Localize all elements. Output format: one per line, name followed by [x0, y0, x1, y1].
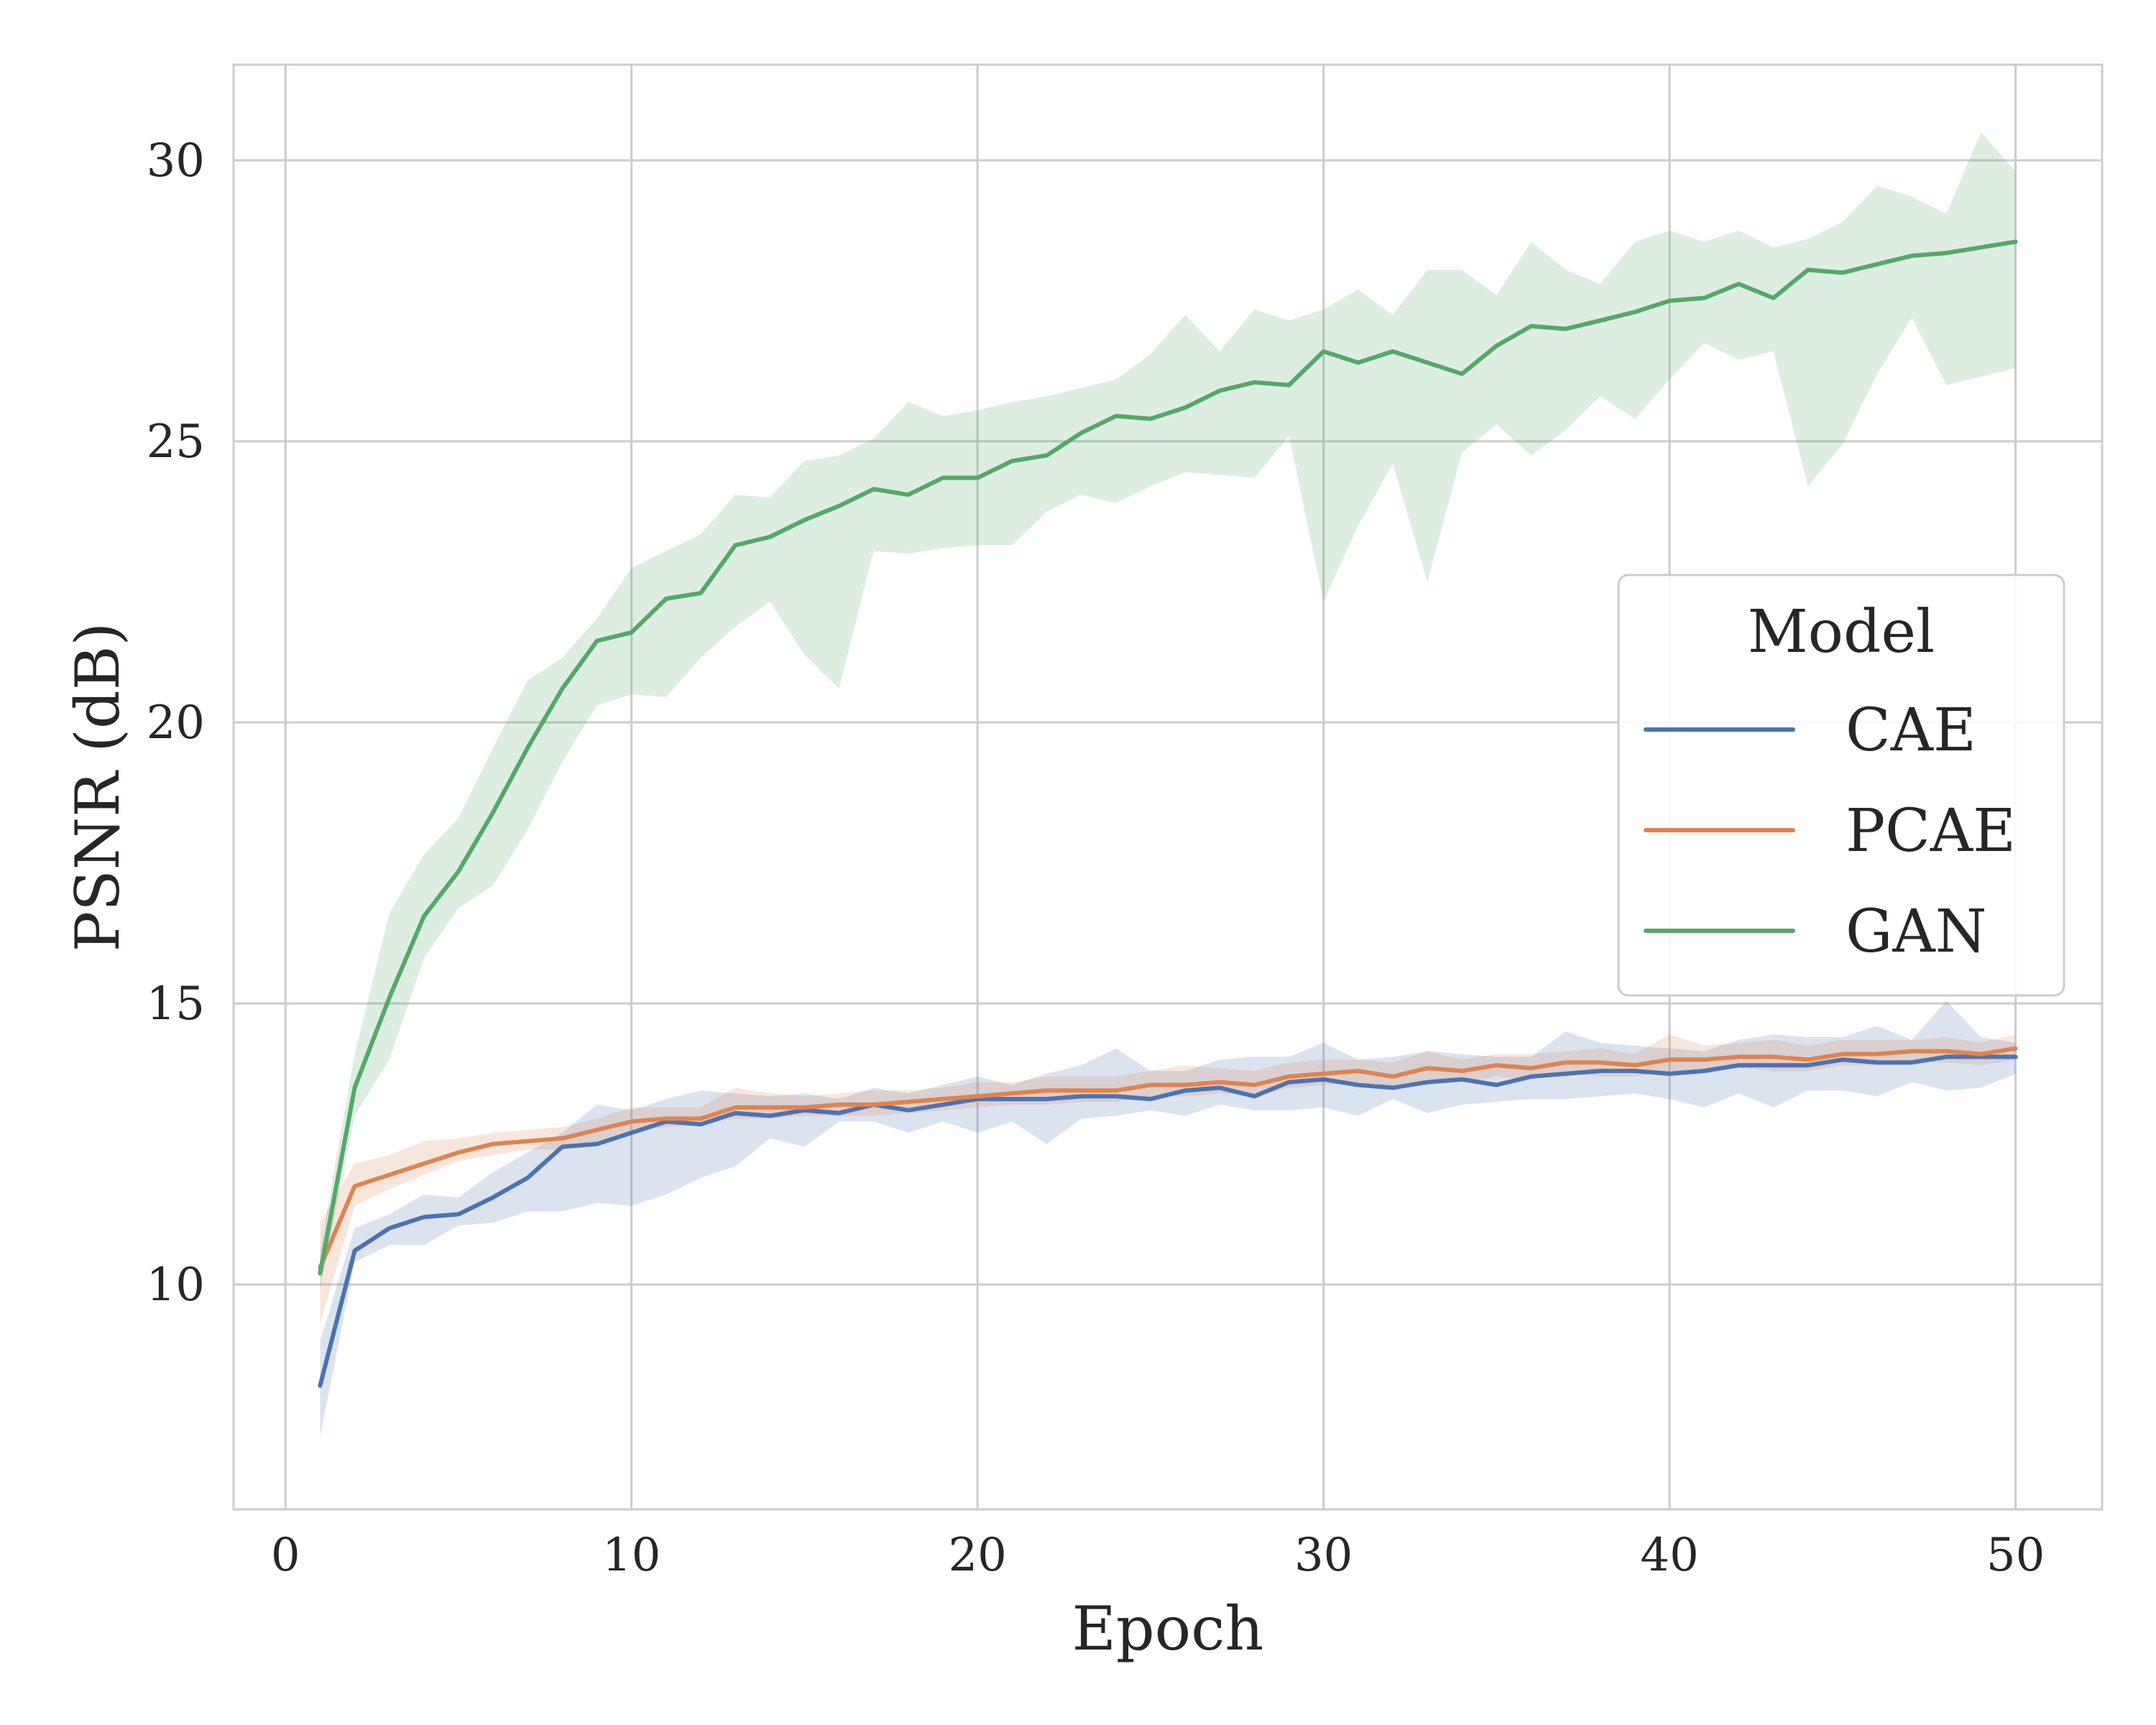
legend-label-cae: CAE: [1846, 696, 1976, 765]
cae-line: [318, 1054, 2018, 1388]
y-tick-label: 10: [147, 1259, 205, 1312]
pcae-line: [318, 1046, 2018, 1270]
legend-label-gan: GAN: [1846, 898, 1986, 966]
legend: Model CAE PCAE GAN: [1617, 574, 2065, 997]
x-axis-label: Epoch: [1072, 1593, 1264, 1664]
legend-title: Model: [1748, 598, 1935, 666]
x-tick-label: 20: [948, 1529, 1006, 1582]
plot-frame: [232, 63, 2104, 1511]
y-tick-label: 30: [147, 134, 205, 188]
x-tick-label: 10: [602, 1529, 660, 1582]
y-tick-label: 15: [147, 978, 205, 1031]
y-axis-label: PSNR (dB): [63, 622, 133, 952]
x-tick-label: 40: [1640, 1529, 1698, 1582]
gan-band: [320, 132, 2016, 1290]
legend-items: CAE PCAE GAN: [1644, 696, 2016, 966]
x-tick-label: 0: [271, 1529, 300, 1582]
series-lines: [318, 239, 2018, 1388]
gan-line: [318, 239, 2018, 1276]
y-tick-label: 25: [147, 415, 205, 469]
y-tick-label: 20: [147, 696, 205, 750]
x-tick-label: 50: [1986, 1529, 2045, 1582]
legend-box: [1617, 574, 2065, 997]
y-tick-labels: 10 15 20 25 30: [147, 134, 205, 1312]
x-tick-labels: 0 10 20 30 40 50: [271, 1529, 2045, 1582]
legend-label-pcae: PCAE: [1846, 797, 2016, 865]
x-tick-label: 30: [1294, 1529, 1353, 1582]
